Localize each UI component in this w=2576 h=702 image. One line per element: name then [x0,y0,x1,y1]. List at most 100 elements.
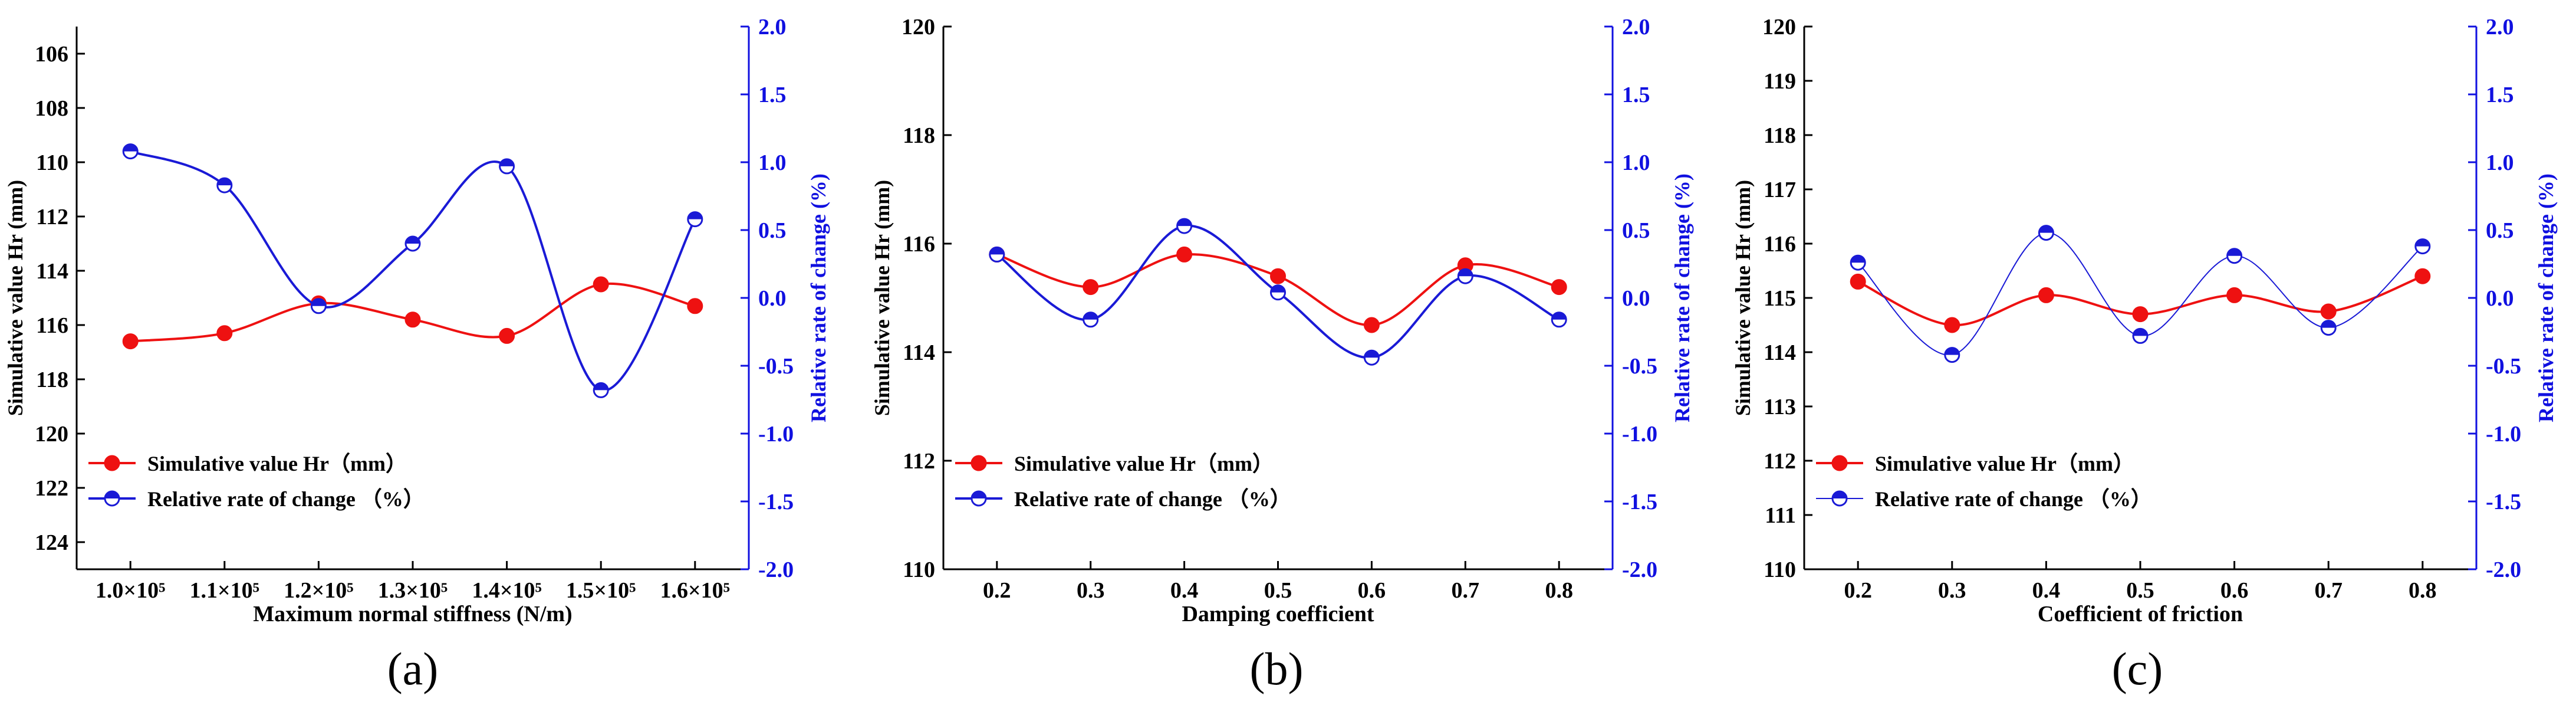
x-tick-label: 0.6 [2220,578,2249,603]
left-axis-title: Simulative value Hr (mm) [4,180,27,416]
left-tick-label: 113 [1764,395,1796,419]
legend-item: Relative rate of change （%） [1816,487,2152,511]
legend-item: Relative rate of change （%） [88,487,425,511]
legend-label: Simulative value Hr（mm） [1014,452,1274,475]
left-tick-label: 115 [1764,286,1796,311]
left-tick-label: 112 [903,449,935,474]
left-tick-label: 122 [35,476,68,501]
left-tick-label: 120 [1762,15,1796,40]
data-point-rate [1457,268,1473,284]
right-axis-title: Relative rate of change (%) [807,173,830,422]
data-point-hr [2038,287,2054,303]
data-point-hr [1551,279,1567,296]
x-tick-label: 1.1×10⁵ [190,578,260,603]
data-point-hr [499,327,515,344]
legend-item: Simulative value Hr（mm） [88,452,407,475]
chart-panel-3: 110 111 112 113 114 115 116 117 118 119 120 2.0 1.5 1… [1731,15,2558,694]
data-point-rate [1850,254,1866,271]
legend-swatch-marker [970,455,987,471]
left-tick-label: 118 [1764,123,1796,148]
left-tick-label: 114 [1764,340,1796,365]
left-tick-label: 110 [903,557,935,582]
x-axis-title: Maximum normal stiffness (N/m) [253,602,572,626]
right-tick-label: -2.0 [2486,557,2521,582]
right-tick-label: -0.5 [758,354,794,379]
legend-swatch-marker [1831,490,1848,507]
right-tick-label: -2.0 [1622,557,1657,582]
x-axis-title: Coefficient of friction [2038,602,2243,626]
right-tick-label: 1.5 [1622,83,1650,107]
data-point-rate [1270,284,1286,301]
data-point-hr [2414,268,2431,284]
legend-swatch-marker [970,490,987,507]
data-point-rate [2226,248,2243,264]
series-line-rate [130,150,696,392]
data-point-hr [2226,287,2243,303]
right-tick-label: 1.5 [2486,83,2514,107]
left-tick-label: 106 [35,42,68,67]
chart-panel-1: 106 108 110 112 114 116 118 120 122 124 2.0 1.5 1.0 0… [4,15,830,694]
left-tick-label: 116 [903,232,935,257]
right-tick-label: -0.5 [2486,354,2521,379]
legend-label: Simulative value Hr（mm） [1875,452,2134,475]
data-point-rate [499,158,515,175]
right-tick-label: -1.5 [2486,490,2521,514]
data-point-rate [2132,327,2149,344]
left-tick-label: 119 [1764,69,1796,94]
data-point-rate [2414,238,2431,255]
right-tick-label: 0.5 [758,218,787,243]
legend-label: Relative rate of change （%） [1875,487,2152,511]
x-tick-label: 1.3×10⁵ [378,578,448,603]
left-tick-label: 114 [903,340,935,365]
right-tick-label: -1.0 [2486,422,2521,447]
left-tick-label: 118 [36,368,68,392]
right-tick-label: -2.0 [758,557,794,582]
right-tick-label: 0.5 [1622,218,1650,243]
right-tick-label: 2.0 [758,15,787,40]
right-tick-label: -0.5 [1622,354,1657,379]
panel-label: (b) [1250,643,1304,694]
data-point-rate [1551,311,1567,328]
data-point-hr [1944,317,1960,333]
left-tick-label: 124 [35,530,68,555]
legend-swatch-marker [104,490,120,507]
right-tick-label: -1.5 [1622,490,1657,514]
data-point-hr [216,325,233,342]
left-tick-label: 114 [36,259,68,284]
data-point-hr [2320,303,2337,320]
left-tick-label: 112 [1764,449,1796,474]
right-tick-label: 2.0 [2486,15,2514,40]
data-point-hr [1176,246,1193,263]
data-point-hr [404,311,421,328]
left-tick-label: 117 [1764,178,1796,202]
x-tick-label: 1.6×10⁵ [660,578,731,603]
right-axis-title: Relative rate of change (%) [2534,173,2558,422]
legend-swatch-marker [104,455,120,471]
x-tick-label: 0.4 [2032,578,2061,603]
x-tick-label: 0.5 [1264,578,1292,603]
x-tick-label: 0.6 [1358,578,1386,603]
legend-label: Simulative value Hr（mm） [147,452,407,475]
data-point-rate [593,382,609,398]
chart-panel-2: 110 112 114 116 118 120 2.0 1.5 1.0 0.5 0.0 -0.5 -1.… [870,15,1694,694]
x-tick-label: 0.2 [1844,578,1872,603]
x-tick-label: 1.4×10⁵ [472,578,542,603]
panel-label: (c) [2112,643,2163,694]
right-tick-label: 1.0 [1622,150,1650,175]
right-tick-label: 0.0 [1622,286,1650,311]
left-tick-label: 110 [1764,557,1796,582]
data-point-hr [1083,279,1099,296]
right-tick-label: -1.0 [1622,422,1657,447]
legend-item: Simulative value Hr（mm） [955,452,1274,475]
right-tick-label: 1.0 [758,150,787,175]
data-point-rate [122,143,139,160]
x-tick-label: 0.2 [983,578,1011,603]
data-point-rate [1944,347,1960,363]
right-tick-label: 0.0 [2486,286,2514,311]
data-point-rate [687,211,703,228]
x-tick-label: 0.3 [1077,578,1105,603]
right-axis-title: Relative rate of change (%) [1670,173,1694,422]
x-axis-title: Damping coefficient [1182,602,1374,626]
x-tick-label: 0.8 [2409,578,2437,603]
data-point-hr [687,298,703,314]
